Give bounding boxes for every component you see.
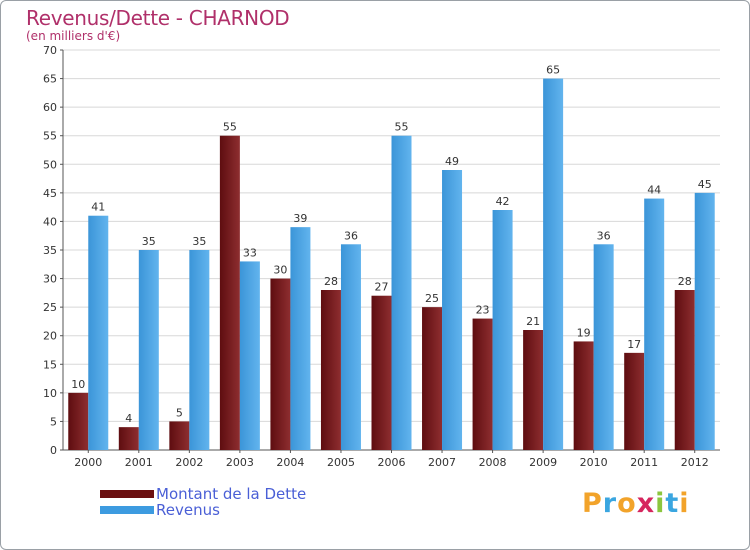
- x-tick-label: 2002: [175, 456, 203, 469]
- data-label: 28: [324, 275, 338, 288]
- logo-letter: P: [582, 488, 603, 519]
- bar-dette: [371, 295, 392, 450]
- y-tick-label: 10: [43, 387, 57, 400]
- legend-item-dette: Montant de la Dette: [100, 486, 306, 502]
- proxiti-logo: Proxiti: [582, 488, 690, 519]
- data-label: 36: [344, 229, 358, 242]
- y-tick-label: 55: [43, 130, 57, 143]
- data-label: 21: [526, 315, 540, 328]
- legend: Montant de la Dette Revenus: [100, 486, 306, 518]
- bar-revenus: [138, 250, 159, 450]
- data-label: 42: [496, 195, 510, 208]
- bar-revenus: [644, 198, 665, 450]
- y-tick-label: 45: [43, 187, 57, 200]
- x-tick-label: 2011: [630, 456, 658, 469]
- bar-dette: [472, 318, 493, 450]
- bar-dette: [270, 278, 291, 450]
- bar-dette: [118, 427, 139, 450]
- data-label: 55: [395, 121, 409, 134]
- bar-revenus: [694, 192, 715, 450]
- x-tick-label: 2000: [74, 456, 102, 469]
- y-tick-label: 0: [50, 444, 57, 457]
- y-tick-label: 15: [43, 358, 57, 371]
- data-label: 17: [627, 338, 641, 351]
- data-label: 55: [223, 121, 237, 134]
- y-tick-label: 25: [43, 301, 57, 314]
- logo-letter: o: [617, 488, 637, 519]
- data-label: 23: [476, 304, 490, 317]
- bar-dette: [573, 341, 594, 450]
- data-label: 30: [273, 264, 287, 277]
- data-label: 33: [243, 246, 257, 259]
- y-tick-label: 50: [43, 158, 57, 171]
- legend-label-revenus: Revenus: [156, 501, 220, 519]
- logo-letter: r: [602, 488, 618, 519]
- data-label: 4: [125, 412, 132, 425]
- logo-letter: i: [655, 488, 666, 519]
- bar-dette: [219, 135, 240, 450]
- x-tick-label: 2010: [580, 456, 608, 469]
- x-tick-label: 2009: [529, 456, 557, 469]
- chart-title: Revenus/Dette - CHARNOD: [26, 6, 290, 30]
- data-label: 44: [647, 184, 661, 197]
- legend-label-dette: Montant de la Dette: [156, 485, 307, 503]
- data-label: 28: [678, 275, 692, 288]
- x-tick-label: 2006: [378, 456, 406, 469]
- logo-letter: t: [665, 488, 680, 519]
- legend-swatch-revenus: [100, 506, 154, 514]
- y-tick-label: 60: [43, 101, 57, 114]
- data-label: 19: [577, 326, 591, 339]
- data-label: 27: [375, 281, 389, 294]
- bar-dette: [68, 392, 89, 450]
- data-label: 65: [546, 64, 560, 77]
- bar-revenus: [442, 170, 463, 450]
- data-label: 35: [192, 235, 206, 248]
- legend-item-revenus: Revenus: [100, 502, 306, 518]
- logo-letter: i: [679, 488, 690, 519]
- bar-dette: [674, 290, 695, 450]
- y-tick-label: 5: [50, 415, 57, 428]
- y-tick-label: 30: [43, 273, 57, 286]
- data-label: 36: [597, 229, 611, 242]
- bar-revenus: [189, 250, 210, 450]
- y-tick-label: 70: [43, 44, 57, 57]
- data-label: 5: [176, 406, 183, 419]
- bar-revenus: [492, 210, 513, 450]
- bar-dette: [523, 330, 544, 450]
- x-tick-label: 2005: [327, 456, 355, 469]
- x-tick-label: 2008: [479, 456, 507, 469]
- x-tick-label: 2003: [226, 456, 254, 469]
- x-tick-label: 2001: [125, 456, 153, 469]
- bar-dette: [422, 307, 443, 450]
- y-tick-label: 35: [43, 244, 57, 257]
- data-label: 10: [71, 378, 85, 391]
- bar-revenus: [239, 261, 260, 450]
- x-tick-label: 2004: [276, 456, 304, 469]
- x-tick-label: 2012: [681, 456, 709, 469]
- y-tick-label: 40: [43, 215, 57, 228]
- data-label: 41: [91, 201, 105, 214]
- bar-dette: [320, 290, 341, 450]
- data-label: 45: [698, 178, 712, 191]
- chart-subtitle: (en milliers d'€): [26, 29, 121, 43]
- x-tick-label: 2007: [428, 456, 456, 469]
- bar-revenus: [543, 78, 564, 451]
- bar-revenus: [593, 244, 614, 450]
- logo-letter: x: [636, 488, 656, 519]
- bar-revenus: [290, 227, 311, 450]
- data-label: 25: [425, 292, 439, 305]
- bar-dette: [169, 421, 190, 450]
- y-tick-label: 20: [43, 330, 57, 343]
- legend-swatch-dette: [100, 490, 154, 498]
- y-tick-label: 65: [43, 73, 57, 86]
- data-label: 35: [142, 235, 156, 248]
- bar-dette: [624, 352, 645, 450]
- bar-revenus: [391, 135, 412, 450]
- data-label: 39: [293, 212, 307, 225]
- data-label: 49: [445, 155, 459, 168]
- bar-revenus: [340, 244, 361, 450]
- bar-revenus: [88, 215, 109, 450]
